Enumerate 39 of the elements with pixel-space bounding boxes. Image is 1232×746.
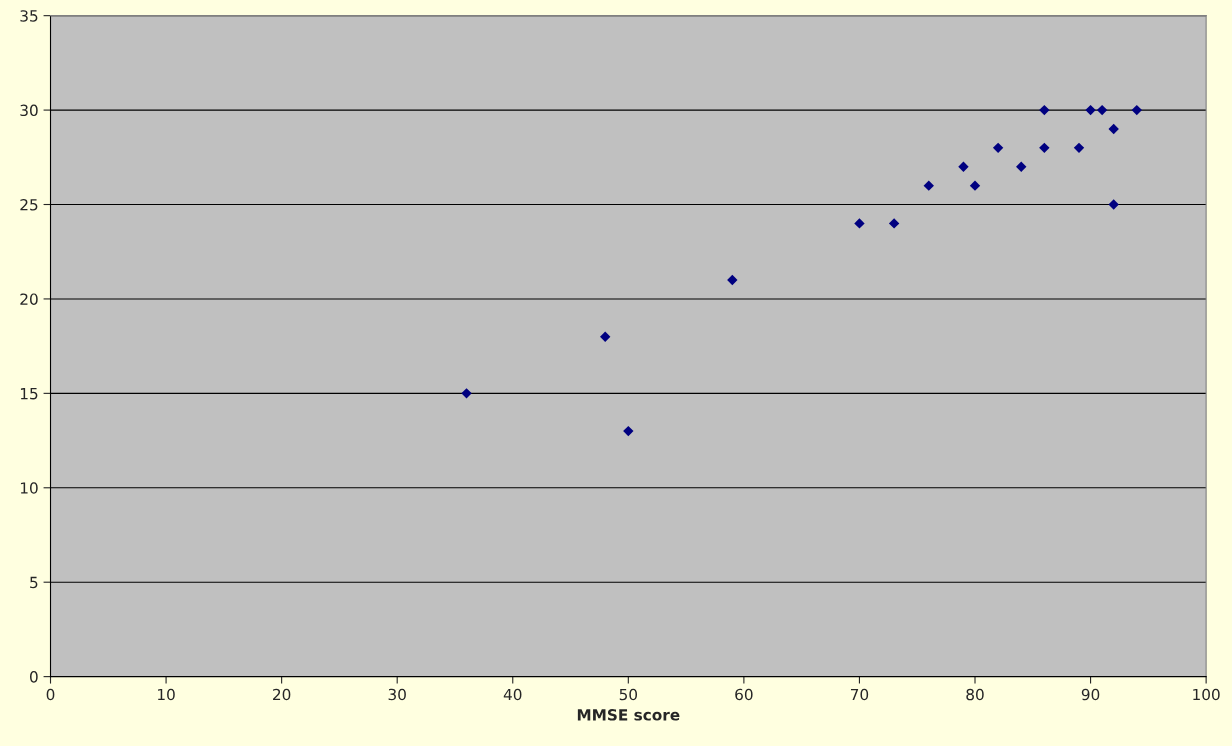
y-tick-label: 35 — [20, 10, 38, 22]
x-tick-label: 100 — [1193, 688, 1220, 701]
x-tick-label: 50 — [619, 688, 638, 701]
y-tick-label: 5 — [30, 576, 38, 589]
y-tick-label: 10 — [20, 482, 38, 494]
x-tick-label: 70 — [850, 688, 869, 701]
x-tick-label: 20 — [273, 688, 291, 701]
x-tick-label: 0 — [46, 688, 55, 701]
x-axis-title: MMSE score — [577, 709, 680, 721]
point — [623, 425, 634, 437]
point — [992, 142, 1004, 154]
point — [958, 161, 969, 172]
y-tick-label: 30 — [20, 104, 38, 117]
y-tick-label: 25 — [20, 198, 38, 211]
point — [1108, 123, 1119, 135]
point — [923, 180, 934, 191]
point — [461, 388, 472, 399]
y-tick-label: 15 — [20, 388, 38, 400]
point — [1131, 104, 1142, 116]
point — [888, 218, 900, 229]
point — [1085, 104, 1096, 116]
point — [1039, 104, 1050, 116]
x-tick-label: 30 — [388, 688, 406, 701]
point — [1016, 161, 1027, 172]
x-tick-label: 10 — [158, 688, 175, 701]
y-tick-label: 20 — [20, 293, 38, 305]
point — [600, 331, 611, 342]
point — [1108, 199, 1119, 210]
y-tick-label: 0 — [29, 671, 38, 683]
x-tick-label: 40 — [503, 688, 522, 701]
point — [1039, 142, 1050, 154]
x-tick-label: 60 — [735, 688, 753, 701]
point — [727, 274, 738, 286]
point — [854, 218, 865, 229]
x-tick-label: 90 — [1081, 688, 1100, 701]
point — [969, 180, 981, 191]
point — [1073, 142, 1085, 154]
x-tick-label: 80 — [966, 688, 984, 701]
point — [1096, 104, 1108, 116]
